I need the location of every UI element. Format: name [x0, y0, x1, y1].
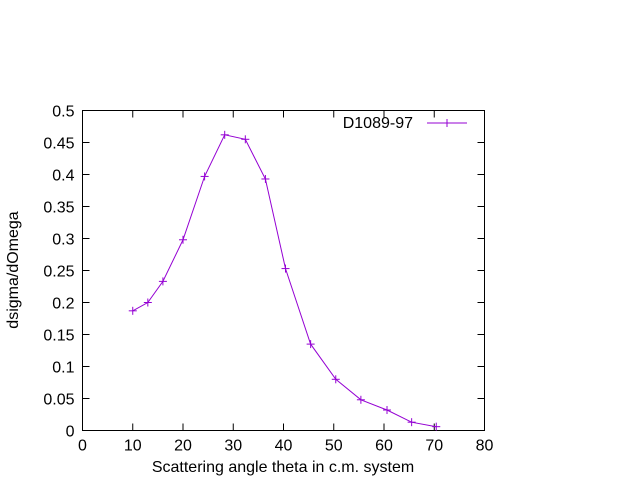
legend-marker — [443, 119, 451, 127]
y-axis-ticks: 0 0.05 0.1 0.15 0.2 0.25 0.3 0.35 0.4 0.45 0.5 — [43, 104, 485, 441]
data-point-marker — [220, 130, 229, 139]
x-tick-label: 30 — [224, 438, 242, 455]
x-tick-label: 20 — [174, 438, 192, 455]
y-tick-label: 0.2 — [52, 296, 74, 313]
data-point-marker — [241, 135, 250, 144]
data-point-marker — [158, 277, 167, 286]
data-point-marker — [261, 174, 270, 183]
y-tick-label: 0.45 — [43, 136, 74, 153]
data-point-marker — [356, 395, 365, 404]
x-tick-label: 50 — [325, 438, 343, 455]
y-tick-label: 0.1 — [52, 360, 74, 377]
data-point-marker — [407, 418, 416, 427]
y-tick-label: 0.5 — [52, 104, 74, 121]
data-point-marker — [143, 298, 152, 307]
data-point-marker — [128, 306, 137, 315]
data-point-marker — [306, 340, 315, 349]
legend-label: D1089-97 — [343, 115, 413, 132]
series-line — [132, 134, 437, 428]
x-tick-label: 60 — [375, 438, 393, 455]
series-group — [128, 130, 441, 431]
data-point-marker — [281, 264, 290, 273]
x-tick-label: 80 — [476, 438, 494, 455]
x-tick-label: 10 — [124, 438, 142, 455]
x-axis-ticks: 0 10 20 30 40 50 60 70 80 — [78, 110, 494, 455]
y-tick-label: 0.15 — [43, 328, 74, 345]
y-tick-label: 0.4 — [52, 168, 74, 185]
y-tick-label: 0 — [66, 424, 75, 441]
x-tick-label: 40 — [275, 438, 293, 455]
data-point-marker — [383, 406, 392, 415]
legend: D1089-97 — [343, 115, 467, 132]
x-tick-label: 70 — [425, 438, 443, 455]
y-tick-label: 0.25 — [43, 264, 74, 281]
data-point-marker — [200, 172, 209, 181]
y-tick-label: 0.35 — [43, 200, 74, 217]
data-point-marker — [432, 422, 441, 431]
data-point-marker — [331, 375, 340, 384]
data-point-marker — [179, 235, 187, 244]
x-axis-title: Scattering angle theta in c.m. system — [152, 459, 414, 476]
y-tick-label: 0.05 — [43, 392, 74, 409]
x-tick-label: 0 — [78, 438, 87, 455]
y-tick-label: 0.3 — [52, 232, 74, 249]
plot-frame — [82, 110, 485, 431]
y-axis-title: dsigma/dOmega — [5, 211, 22, 328]
